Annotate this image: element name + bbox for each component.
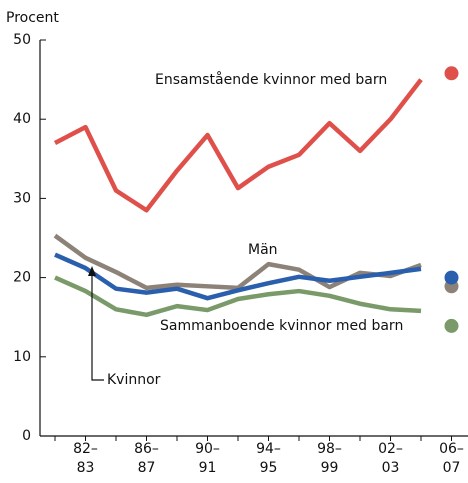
- series-line: [54, 252, 422, 301]
- y-tick-label: 40: [13, 111, 31, 127]
- series-label: Ensamstående kvinnor med barn: [155, 71, 387, 88]
- series-line: [54, 275, 422, 318]
- y-axis-label: Procent: [6, 10, 59, 26]
- y-tick-label: 0: [22, 428, 31, 444]
- label-arrow: [91, 272, 104, 381]
- x-tick-label: 94–95: [256, 441, 281, 476]
- y-tick-label: 30: [13, 190, 31, 206]
- x-tick-label: 06–07: [439, 441, 464, 476]
- series-label: Sammanboende kvinnor med barn: [160, 318, 403, 334]
- x-tick-label: 82–83: [73, 441, 98, 476]
- x-tick-label: 98–99: [317, 441, 342, 476]
- x-tick-label: 86–87: [134, 441, 159, 476]
- series-line: [53, 78, 423, 213]
- arrow-head: [88, 266, 96, 276]
- y-tick-label: 50: [13, 32, 31, 48]
- x-tick-label: 90–91: [195, 441, 220, 476]
- y-tick-label: 10: [13, 349, 31, 365]
- series-line: [53, 233, 422, 291]
- series-label: Män: [248, 242, 278, 258]
- y-tick-label: 20: [13, 270, 31, 286]
- x-tick-label: 02–03: [378, 441, 403, 476]
- end-dot: [444, 318, 459, 333]
- end-dot: [444, 270, 459, 285]
- series-label: Kvinnor: [107, 372, 161, 388]
- end-dot: [444, 66, 459, 81]
